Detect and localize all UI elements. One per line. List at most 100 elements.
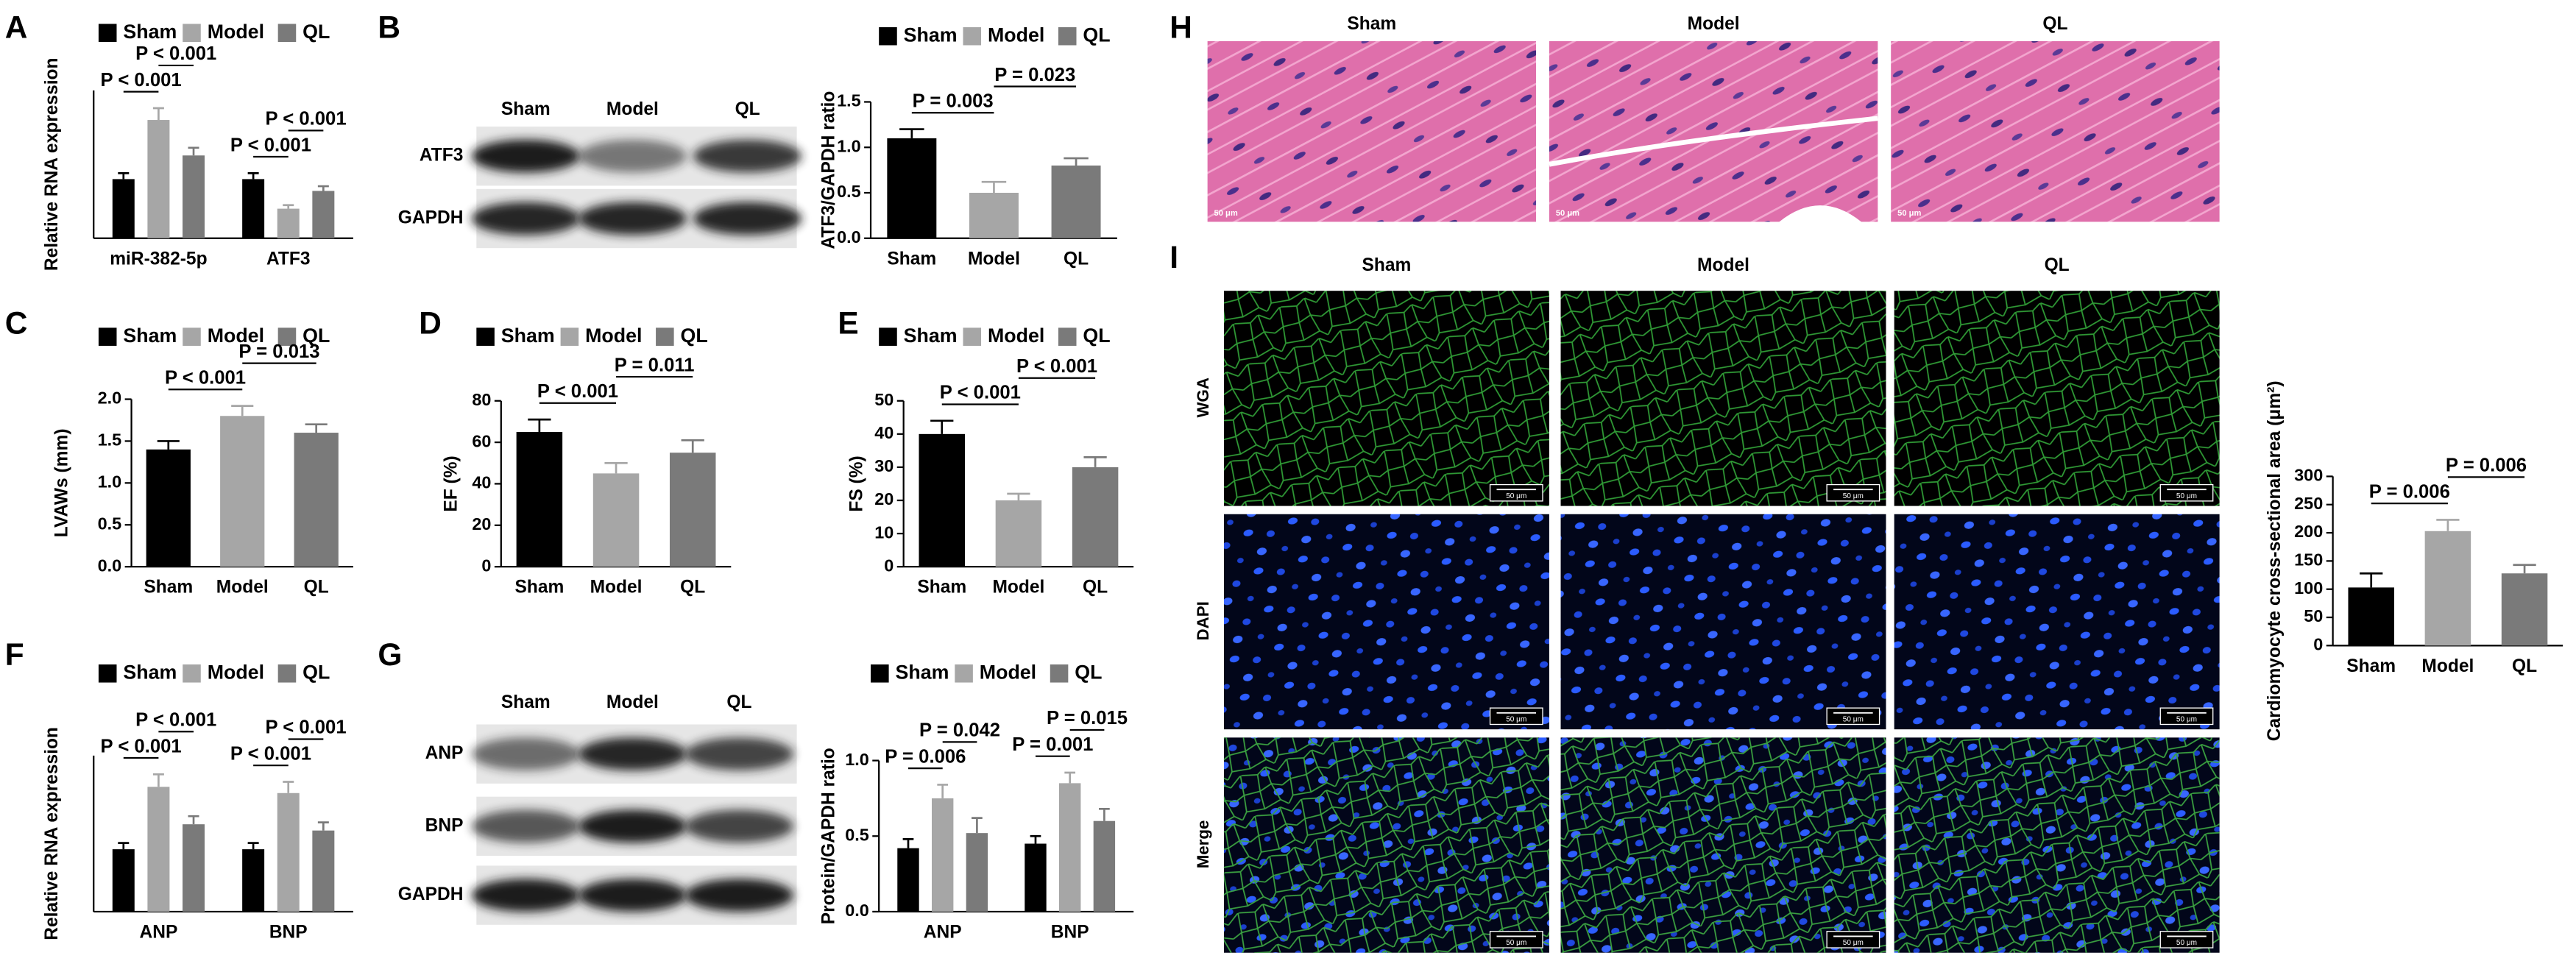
bar xyxy=(969,193,1019,238)
y-axis-label: LVAWs (mm) xyxy=(52,428,71,537)
blot-band xyxy=(471,737,580,770)
panel-letter: A xyxy=(5,10,28,44)
error-bar xyxy=(152,773,164,787)
bar xyxy=(2501,573,2548,646)
legend-label: QL xyxy=(302,21,330,43)
bar xyxy=(312,191,335,238)
blot-band xyxy=(471,202,580,235)
legend-label: Sham xyxy=(904,325,958,347)
bar xyxy=(277,208,300,238)
bar xyxy=(183,155,205,238)
error-bar xyxy=(188,815,199,825)
histology-column-label: Model xyxy=(1688,14,1740,34)
y-tick-label: 1.5 xyxy=(98,430,122,450)
scale-bar-label: 50 μm xyxy=(1843,492,1864,500)
bar xyxy=(516,432,563,567)
significance-label: P = 0.003 xyxy=(913,91,994,111)
error-bar xyxy=(231,405,254,416)
legend-label: QL xyxy=(1075,661,1102,683)
error-bar xyxy=(981,180,1007,194)
scale-bar-label: 50 μm xyxy=(1556,209,1579,218)
error-bar xyxy=(1064,771,1076,784)
significance-label: P < 0.001 xyxy=(135,43,216,64)
blot-band xyxy=(578,737,687,770)
error-bar xyxy=(2436,519,2460,531)
y-axis-label: Protein/GAPDH ratio xyxy=(819,748,839,924)
error-bar xyxy=(157,440,180,450)
error-bar xyxy=(118,842,130,850)
bar xyxy=(112,179,135,238)
legend-swatch xyxy=(879,26,897,46)
error-bar xyxy=(899,128,924,138)
bar xyxy=(669,453,716,567)
y-tick-label: 0.0 xyxy=(837,227,861,247)
significance-label: P = 0.001 xyxy=(1012,734,1093,755)
legend-label: QL xyxy=(1083,24,1110,46)
tissue-gap xyxy=(1549,116,1878,167)
legend-swatch xyxy=(879,327,897,346)
blot-band xyxy=(578,139,687,173)
y-tick-label: 0.5 xyxy=(837,182,861,201)
histology-image xyxy=(1549,40,1878,222)
y-tick-label: 1.0 xyxy=(845,750,869,769)
panel-letter: F xyxy=(5,637,24,672)
bar xyxy=(112,849,135,912)
legend-swatch xyxy=(98,327,117,346)
scale-bar-label: 50 μm xyxy=(1843,939,1864,947)
y-tick-label: 20 xyxy=(874,489,894,508)
error-bar xyxy=(1083,456,1107,467)
significance-label: P < 0.001 xyxy=(940,383,1021,403)
y-axis-label: FS (%) xyxy=(847,455,867,511)
fluorescence-overlay xyxy=(1560,737,1886,953)
x-tick-label: Sham xyxy=(887,249,936,269)
legend-swatch xyxy=(560,327,579,346)
scale-bar-box xyxy=(1489,707,1543,726)
blot-row-label: GAPDH xyxy=(398,208,464,227)
y-tick-label: 100 xyxy=(2294,578,2323,597)
error-bar xyxy=(528,418,551,433)
panel-letter: E xyxy=(838,305,858,340)
y-tick-label: 10 xyxy=(874,522,894,542)
scale-bar-box xyxy=(2159,483,2214,502)
blot-band xyxy=(578,809,687,843)
legend-label: Sham xyxy=(501,325,555,347)
error-bar xyxy=(2360,572,2383,588)
significance-label: P < 0.001 xyxy=(266,717,347,738)
fluorescence-image xyxy=(1894,514,2220,730)
legend-label: Sham xyxy=(123,661,177,683)
significance-label: P < 0.001 xyxy=(1016,356,1097,377)
scale-bar-box xyxy=(1826,483,1880,502)
error-bar xyxy=(283,781,294,793)
significance-label: P = 0.011 xyxy=(615,355,695,375)
legend-label: Model xyxy=(208,325,264,347)
legend-swatch xyxy=(277,327,297,346)
legend-swatch xyxy=(183,664,201,683)
blot-band xyxy=(684,879,794,912)
bar xyxy=(897,848,919,912)
x-tick-label: Model xyxy=(2421,656,2474,676)
scale-bar-box xyxy=(1826,931,1880,948)
x-tick-label: QL xyxy=(680,578,705,597)
error-bar xyxy=(2513,564,2536,574)
y-tick-label: 1.0 xyxy=(837,136,861,155)
significance-label: P = 0.042 xyxy=(919,720,1000,741)
blot-column-label: Model xyxy=(606,99,659,119)
bar xyxy=(1025,843,1047,912)
legend-swatch xyxy=(656,327,674,346)
legend-swatch xyxy=(871,664,889,683)
error-bar xyxy=(1007,492,1030,501)
x-tick-label: QL xyxy=(2512,656,2537,676)
tissue-gap xyxy=(1779,205,1862,222)
bar xyxy=(147,120,170,238)
scale-bar-label: 50 μm xyxy=(1897,209,1921,218)
panel-letter: I xyxy=(1170,240,1178,274)
y-tick-label: 0 xyxy=(884,556,894,575)
y-axis-label: Cardiomyocyte cross-sectional area (μm²) xyxy=(2265,380,2285,741)
blot-band xyxy=(693,202,802,235)
significance-label: P = 0.006 xyxy=(885,746,966,767)
y-tick-label: 150 xyxy=(2294,550,2323,570)
panel-letter: B xyxy=(378,10,400,44)
legend-swatch xyxy=(183,24,201,43)
scale-bar-label: 50 μm xyxy=(2176,492,2197,500)
legend-label: QL xyxy=(302,325,330,347)
